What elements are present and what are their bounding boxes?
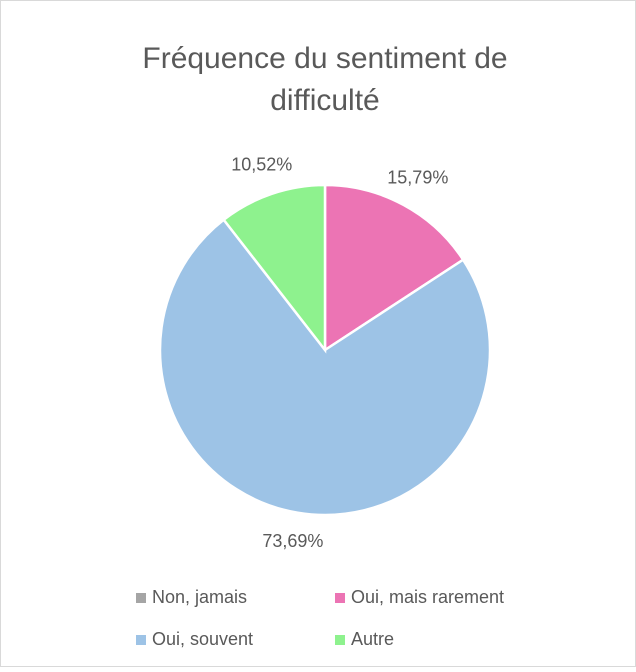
legend-swatch	[335, 635, 345, 645]
pie-slice	[158, 217, 492, 517]
legend-swatch	[136, 593, 146, 603]
pie-slice	[323, 183, 465, 353]
legend-label: Oui, mais rarement	[351, 587, 504, 607]
pie-slice	[221, 183, 327, 354]
chart-title: Fréquence du sentiment de difficulté	[142, 42, 507, 117]
legend-label: Oui, souvent	[152, 629, 253, 649]
data-label: 73,69%	[262, 531, 323, 551]
legend-swatch	[335, 593, 345, 603]
legend-swatch	[136, 635, 146, 645]
data-label: 10,52%	[231, 154, 292, 174]
data-label: 15,79%	[387, 167, 448, 187]
legend-label: Non, jamais	[152, 587, 247, 607]
legend-label: Autre	[351, 629, 394, 649]
